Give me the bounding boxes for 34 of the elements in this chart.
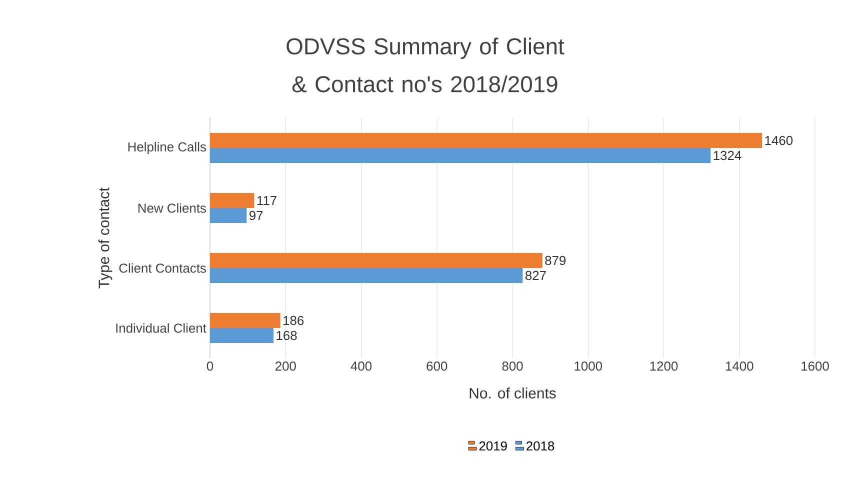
chart-title: ODVSS Summary of Client & Contact no's 2018/2019: [286, 38, 564, 92]
y-tick-label: Individual Client: [116, 323, 206, 333]
y-axis-title: Type of contact: [98, 187, 112, 288]
data-label: 117: [257, 196, 276, 205]
x-tick-label: 400: [350, 362, 372, 371]
x-tick-label: 1000: [574, 362, 602, 371]
bar: [210, 208, 247, 223]
data-label: 1324: [714, 150, 742, 160]
legend-label: 2018: [526, 441, 554, 451]
x-tick-label: 600: [426, 362, 448, 371]
y-tick-label: New Clients: [138, 203, 206, 213]
x-tick-label: 1400: [726, 362, 754, 371]
legend-label: 2019: [479, 441, 507, 451]
x-tick-label: 0: [206, 362, 214, 371]
data-label: 827: [525, 270, 546, 280]
y-tick-label: Helpline Calls: [128, 142, 206, 154]
bar: [210, 148, 711, 163]
data-label: 168: [276, 330, 297, 340]
bar: [210, 313, 280, 328]
bar: [210, 193, 254, 208]
x-tick-label: 800: [502, 362, 523, 371]
data-label: 879: [545, 256, 566, 266]
x-tick-label: 200: [275, 362, 296, 371]
bar: [210, 132, 762, 148]
bar: [210, 328, 274, 343]
data-label: 97: [249, 210, 263, 220]
data-label: 186: [284, 316, 304, 326]
bar: [210, 253, 542, 268]
x-axis-title: No. of clients: [470, 388, 556, 398]
y-tick-label: Client Contacts: [119, 263, 206, 273]
bar: [210, 268, 523, 283]
x-tick-label: 1600: [802, 362, 829, 371]
data-label: 1460: [765, 136, 793, 146]
x-tick-label: 1200: [650, 362, 678, 371]
